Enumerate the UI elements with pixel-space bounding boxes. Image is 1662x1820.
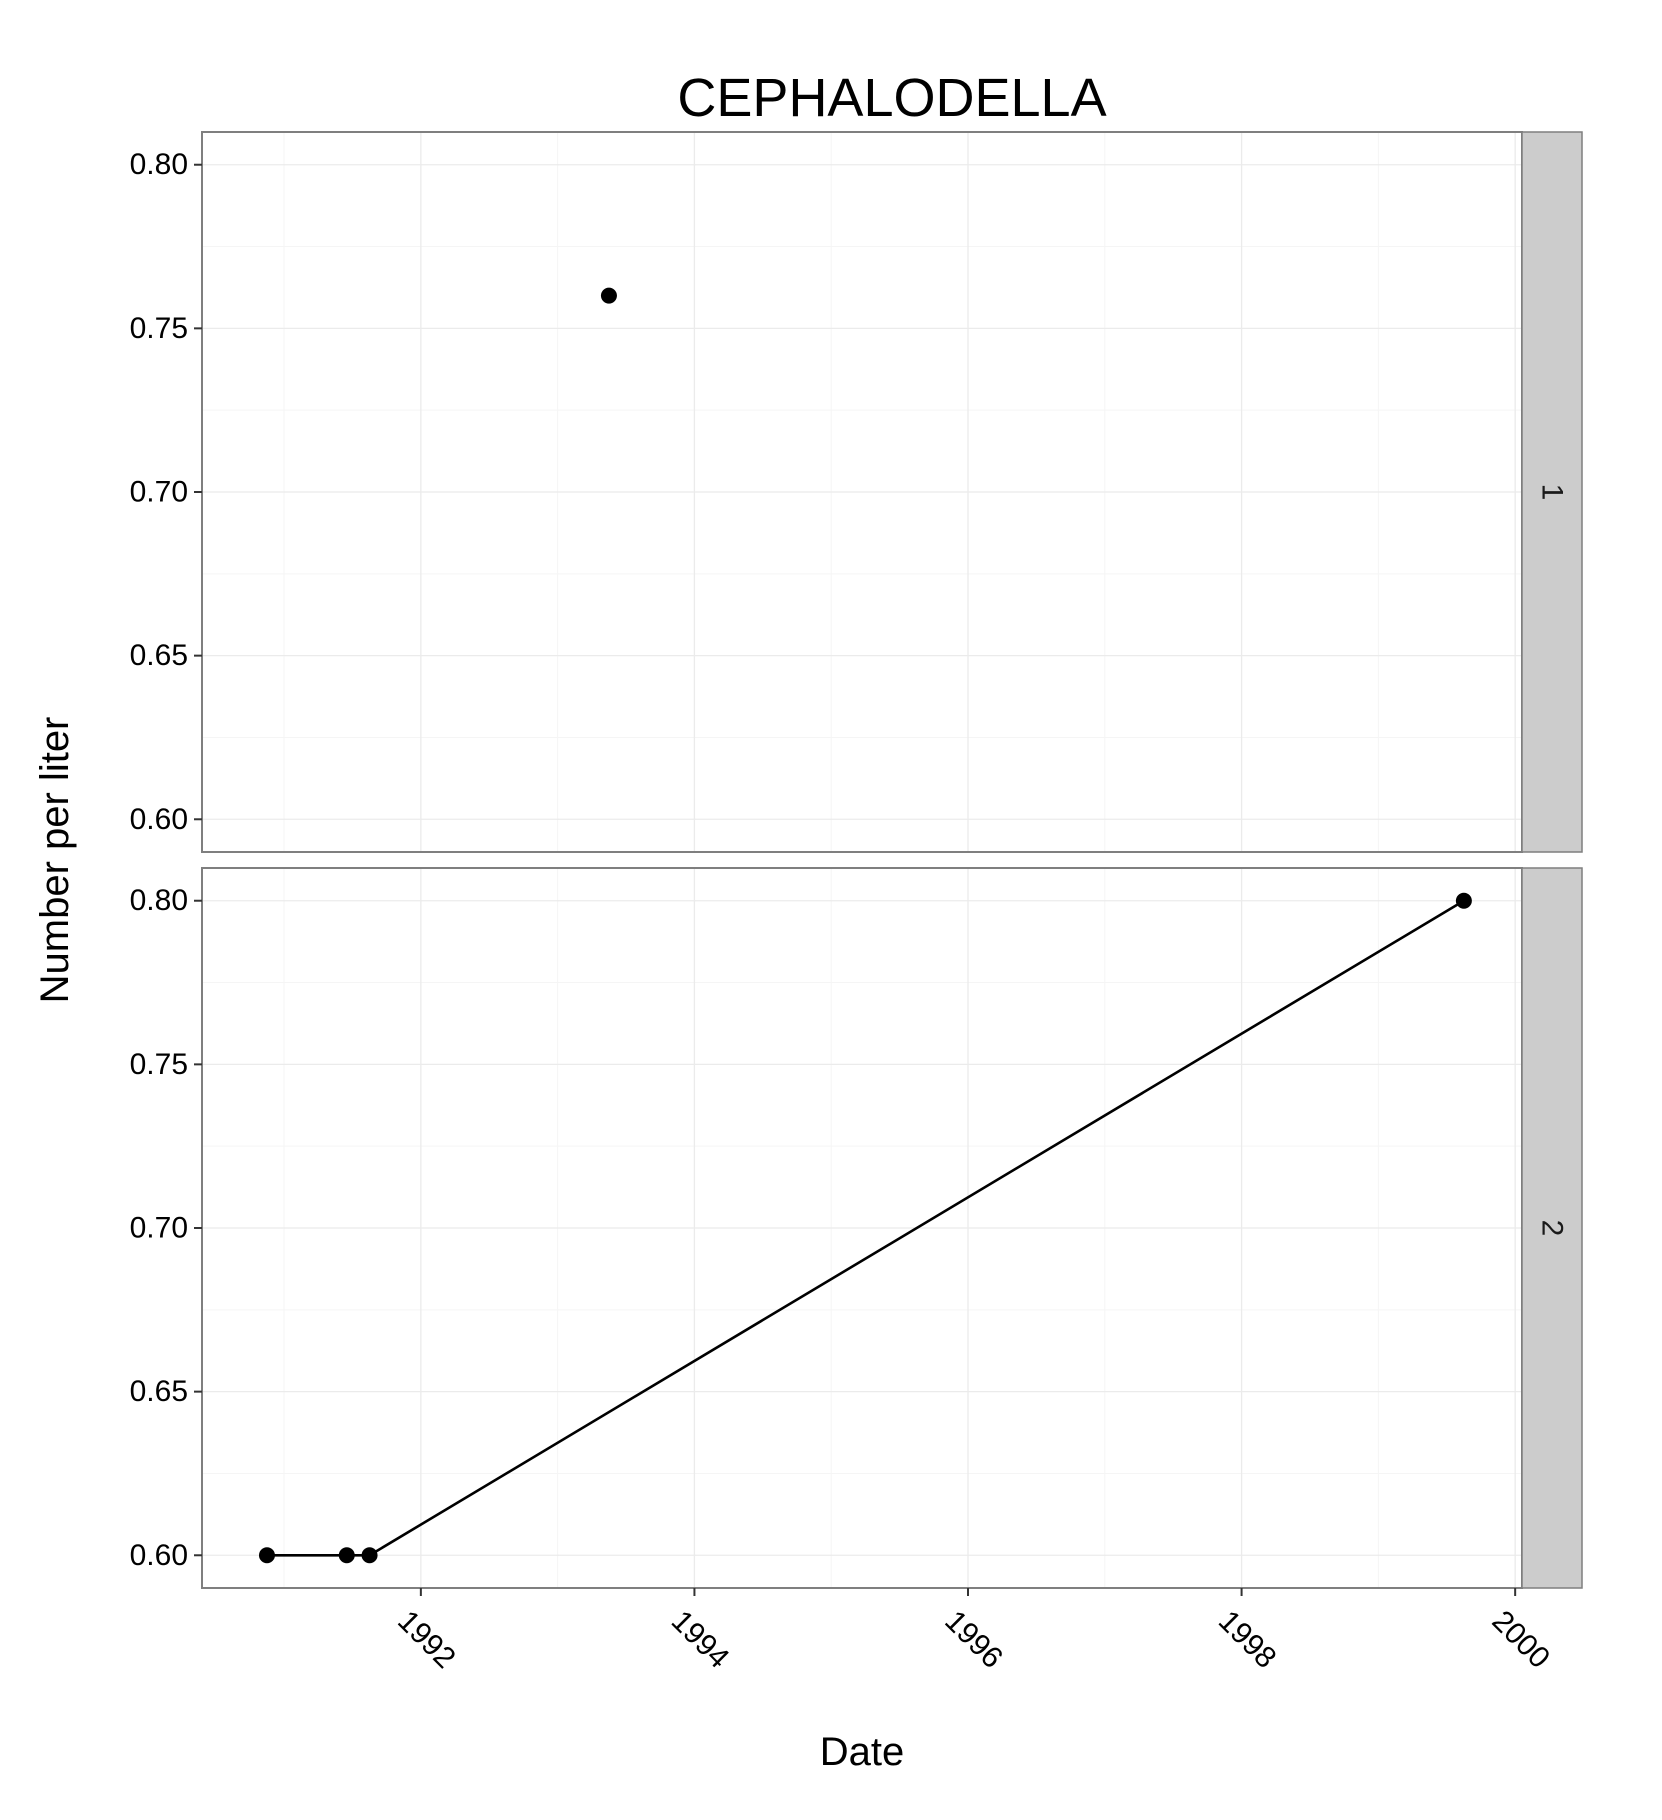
x-axis: 1992 1994 1996 1998 2000: [391, 1588, 1556, 1675]
x-axis-title: Date: [820, 1730, 905, 1774]
y-tick-label: 0.65: [130, 639, 188, 672]
y-tick-label: 0.65: [130, 1375, 188, 1408]
data-point: [1455, 892, 1472, 909]
x-tick-label: 1992: [391, 1604, 462, 1675]
data-point: [258, 1547, 275, 1564]
y-tick-label: 0.60: [130, 1539, 188, 1572]
y-tick-label: 0.60: [130, 803, 188, 836]
y-tick-label: 0.75: [130, 1048, 188, 1081]
facet-strip: [1521, 131, 1583, 853]
series-line: [266, 899, 1465, 1557]
y-tick-label: 0.70: [130, 1212, 188, 1245]
data-point: [338, 1547, 355, 1564]
facet-strip-label: 1: [1536, 484, 1569, 501]
data-point: [361, 1547, 378, 1564]
x-tick-label: 1998: [1212, 1604, 1283, 1675]
facet-panel-1: 1 0.60 0.65 0.70 0.75 0.80: [130, 131, 1583, 853]
data-point: [600, 287, 617, 304]
y-tick-label: 0.80: [130, 148, 188, 181]
facet-panels: 1 0.60 0.65 0.70 0.75 0.80 2 0.60 0.65 0.70 0.75 0.…: [130, 131, 1583, 1589]
x-tick-label: 1996: [938, 1604, 1009, 1675]
chart-title: CEPHALODELLA: [677, 68, 1106, 128]
y-tick-label: 0.70: [130, 476, 188, 509]
facet-panel-2: 2 0.60 0.65 0.70 0.75 0.80: [130, 867, 1583, 1589]
facet-strip-label: 2: [1536, 1220, 1569, 1237]
x-tick-label: 2000: [1486, 1604, 1557, 1675]
y-tick-label: 0.75: [130, 312, 188, 345]
y-tick-label: 0.80: [130, 884, 188, 917]
facet-strip: [1521, 867, 1583, 1589]
y-axis-title: Number per liter: [33, 717, 77, 1004]
x-tick-label: 1994: [665, 1604, 736, 1675]
